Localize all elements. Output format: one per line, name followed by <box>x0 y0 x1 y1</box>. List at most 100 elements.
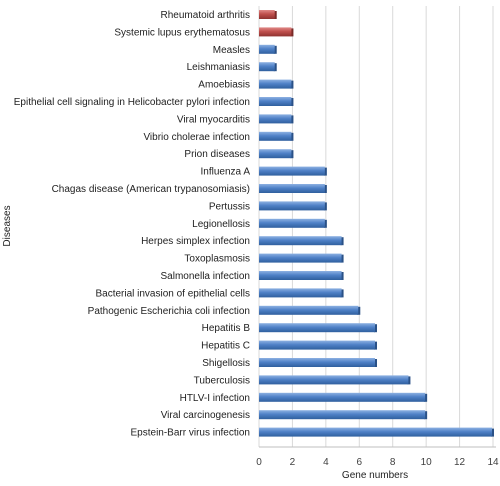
bar <box>259 410 428 420</box>
bar-end-cap <box>340 272 344 280</box>
category-label: Prion diseases <box>184 149 250 160</box>
bar-body <box>259 358 375 367</box>
bar <box>259 288 344 298</box>
bar-body <box>259 288 342 298</box>
category-label: Toxoplasmosis <box>184 254 250 265</box>
bar <box>259 10 277 19</box>
category-label: Influenza A <box>201 167 251 178</box>
bar <box>259 375 411 385</box>
bar <box>259 392 428 402</box>
bar <box>259 131 294 141</box>
bar-end-cap <box>273 45 277 54</box>
category-label: Leishmaniasis <box>187 62 250 73</box>
bar-end-cap <box>374 341 377 350</box>
bar <box>259 62 277 72</box>
x-tick-label: 2 <box>290 457 296 468</box>
category-labels: Rheumatoid arthritis Systemic lupus eryth… <box>14 10 251 439</box>
category-label: HTLV-I infection <box>180 393 250 404</box>
x-tick-label: 8 <box>390 457 396 468</box>
bar-end-cap <box>323 202 327 211</box>
bar-end-cap <box>374 359 377 367</box>
bar <box>259 323 377 333</box>
x-axis-title: Gene numbers <box>342 470 408 481</box>
bar-body <box>259 44 275 54</box>
bar-body <box>259 10 275 19</box>
x-tick-label: 10 <box>421 457 433 468</box>
category-label: Viral myocarditis <box>177 114 250 125</box>
x-tick-label: 4 <box>323 457 329 468</box>
bars <box>259 10 494 437</box>
category-label: Epithelial cell signaling in Helicobacte… <box>14 97 250 108</box>
bar-end-cap <box>424 411 428 420</box>
gridlines <box>258 6 494 447</box>
y-axis-title: Diseases <box>2 205 13 246</box>
category-label: Salmonella infection <box>161 271 251 282</box>
bar-body <box>259 271 342 280</box>
bar-body <box>259 79 292 89</box>
bar <box>259 79 294 89</box>
bar-body <box>259 114 292 124</box>
bar-body <box>259 166 325 176</box>
bar <box>259 340 377 350</box>
category-label: Measles <box>213 45 250 56</box>
bar <box>259 271 344 280</box>
bar-body <box>259 236 342 246</box>
bar-body <box>259 392 426 402</box>
bar-end-cap <box>273 11 277 19</box>
category-label: Hepatitis C <box>201 341 250 352</box>
bar <box>259 97 294 106</box>
category-label: Legionellosis <box>192 219 250 230</box>
x-tick-label: 6 <box>357 457 363 468</box>
bar-end-cap <box>323 185 327 193</box>
category-label: Viral carcinogenesis <box>161 410 250 421</box>
category-label: Pertussis <box>209 201 250 212</box>
category-label: Epstein-Barr virus infection <box>131 428 251 439</box>
bar-body <box>259 201 325 211</box>
bar-end-cap <box>424 393 428 402</box>
category-label: Rheumatoid arthritis <box>161 10 250 21</box>
bar-end-cap <box>290 80 294 89</box>
bar <box>259 27 294 37</box>
category-label: Systemic lupus erythematosus <box>114 27 250 38</box>
bar-end-cap <box>290 132 294 141</box>
bar-body <box>259 218 325 228</box>
bar-end-cap <box>273 63 277 72</box>
bar-body <box>259 410 426 420</box>
bar-end-cap <box>340 289 344 298</box>
bar <box>259 184 327 193</box>
bar-end-cap <box>323 219 327 228</box>
bar-body <box>259 427 492 437</box>
category-label: Hepatitis B <box>202 323 251 334</box>
bar-body <box>259 97 292 106</box>
bar-body <box>259 375 409 385</box>
bar <box>259 201 327 211</box>
bar-end-cap <box>357 306 361 315</box>
bar <box>259 166 327 176</box>
bar-body <box>259 184 325 193</box>
bar-end-cap <box>290 28 294 37</box>
bar-end-cap <box>340 254 344 263</box>
bar-body <box>259 305 359 315</box>
x-tick-label: 12 <box>454 457 466 468</box>
x-tick-label: 0 <box>256 457 262 468</box>
bar-end-cap <box>290 150 294 159</box>
category-label: Chagas disease (American trypanosomiasis… <box>52 184 250 195</box>
category-label: Amoebiasis <box>198 80 250 91</box>
bar <box>259 253 344 263</box>
bar <box>259 114 294 124</box>
bar <box>259 218 327 228</box>
bar <box>259 149 294 159</box>
bar-body <box>259 253 342 263</box>
category-label: Shigellosis <box>202 358 250 369</box>
category-label: Tuberculosis <box>194 375 250 386</box>
bar-end-cap <box>491 428 494 437</box>
bar <box>259 427 494 437</box>
bar-end-cap <box>290 98 294 106</box>
category-label: Herpes simplex infection <box>141 236 250 247</box>
bar-end-cap <box>323 167 327 176</box>
bar-end-cap <box>374 324 377 333</box>
bar-end-cap <box>407 376 411 385</box>
x-tick-labels: 0 2 4 6 8 10 12 14 <box>256 457 499 468</box>
category-label: Vibrio cholerae infection <box>143 132 250 143</box>
